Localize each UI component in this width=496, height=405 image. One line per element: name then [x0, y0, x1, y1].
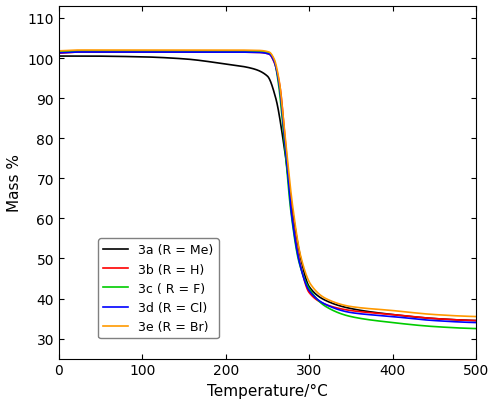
3e (R = Br) — [128, 49, 134, 53]
3d (R = Cl) — [216, 51, 222, 55]
3b (R = H) — [216, 51, 222, 55]
3e (R = Br) — [234, 49, 240, 53]
3e (R = Br) — [473, 314, 479, 319]
3e (R = Br) — [465, 314, 471, 319]
3d (R = Cl) — [56, 51, 62, 56]
3d (R = Cl) — [128, 51, 134, 55]
3c ( R = F) — [465, 326, 471, 331]
Legend: 3a (R = Me), 3b (R = H), 3c ( R = F), 3d (R = Cl), 3e (R = Br): 3a (R = Me), 3b (R = H), 3c ( R = F), 3d… — [99, 239, 219, 339]
3c ( R = F) — [128, 49, 134, 54]
Y-axis label: Mass %: Mass % — [7, 154, 22, 212]
Line: 3c ( R = F): 3c ( R = F) — [59, 52, 476, 329]
3d (R = Cl) — [465, 320, 471, 325]
3d (R = Cl) — [77, 51, 83, 55]
3d (R = Cl) — [473, 320, 479, 325]
3b (R = H) — [128, 51, 134, 55]
3c ( R = F) — [216, 49, 222, 54]
3c ( R = F) — [56, 51, 62, 55]
3b (R = H) — [56, 52, 62, 57]
3a (R = Me) — [465, 318, 471, 323]
3a (R = Me) — [128, 55, 134, 60]
3b (R = H) — [420, 315, 426, 320]
Line: 3e (R = Br): 3e (R = Br) — [59, 51, 476, 317]
3d (R = Cl) — [104, 51, 110, 55]
3e (R = Br) — [216, 49, 222, 53]
3c ( R = F) — [104, 49, 110, 54]
3a (R = Me) — [473, 318, 479, 323]
3e (R = Br) — [77, 49, 83, 53]
Line: 3d (R = Cl): 3d (R = Cl) — [59, 53, 476, 323]
3a (R = Me) — [104, 55, 110, 60]
3c ( R = F) — [234, 49, 240, 54]
3b (R = H) — [465, 318, 471, 323]
3a (R = Me) — [56, 54, 62, 59]
3b (R = H) — [104, 51, 110, 55]
3d (R = Cl) — [420, 318, 426, 322]
3a (R = Me) — [234, 64, 240, 69]
3b (R = H) — [77, 51, 83, 55]
Line: 3a (R = Me): 3a (R = Me) — [59, 57, 476, 321]
3e (R = Br) — [56, 49, 62, 54]
Line: 3b (R = H): 3b (R = H) — [59, 53, 476, 321]
3b (R = H) — [234, 51, 240, 55]
3d (R = Cl) — [234, 51, 240, 55]
3c ( R = F) — [473, 326, 479, 331]
3e (R = Br) — [420, 311, 426, 316]
3c ( R = F) — [420, 324, 426, 328]
3a (R = Me) — [420, 315, 426, 320]
3a (R = Me) — [216, 62, 222, 66]
3c ( R = F) — [77, 49, 83, 54]
X-axis label: Temperature/°C: Temperature/°C — [207, 383, 328, 398]
3e (R = Br) — [104, 49, 110, 53]
3b (R = H) — [473, 318, 479, 323]
